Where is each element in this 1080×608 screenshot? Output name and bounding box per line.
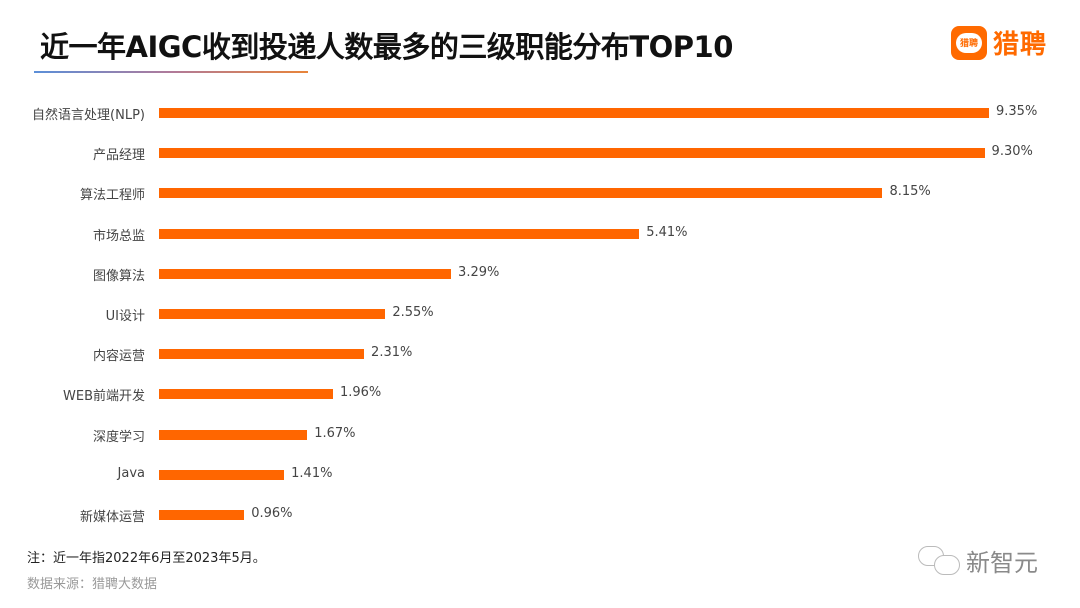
footnote: 注：近一年指2022年6月至2023年5月。	[27, 551, 266, 566]
category-label: WEB前端开发	[63, 389, 145, 405]
value-label: 8.15%	[889, 184, 931, 200]
bar-row: 图像算法 3.29%	[0, 264, 1080, 284]
bar-row: Java 1.41%	[0, 465, 1080, 485]
speech-bubble-icon: 猎聘	[951, 25, 987, 60]
bar	[159, 108, 989, 118]
logo-badge-text: 猎聘	[956, 32, 982, 53]
bar	[159, 148, 985, 159]
value-label: 5.41%	[646, 224, 688, 240]
value-label: 9.35%	[996, 104, 1038, 119]
category-label: Java	[117, 465, 145, 481]
category-label: 产品经理	[92, 148, 145, 164]
bar-row: 算法工程师 8.15%	[0, 183, 1080, 203]
value-label: 2.55%	[392, 305, 434, 320]
bar	[159, 510, 245, 520]
data-source: 数据来源：猎聘大数据	[27, 577, 158, 592]
category-label: 图像算法	[92, 268, 145, 284]
bar-row: 产品经理 9.30%	[0, 143, 1080, 163]
bar	[159, 188, 883, 199]
category-label: 自然语言处理(NLP)	[32, 108, 145, 123]
bar	[159, 389, 333, 400]
category-label: 内容运营	[92, 349, 145, 365]
bar-row: 市场总监 5.41%	[0, 224, 1080, 244]
bar-row: WEB前端开发 1.96%	[0, 384, 1080, 404]
bar-row: UI设计 2.55%	[0, 304, 1080, 324]
category-label: 深度学习	[92, 429, 145, 445]
category-label: 算法工程师	[79, 188, 145, 204]
bar-row: 内容运营 2.31%	[0, 344, 1080, 364]
bar	[159, 309, 386, 319]
watermark-text: 新智元	[966, 549, 1038, 577]
watermark: 新智元	[918, 543, 1038, 578]
bar	[159, 469, 285, 480]
value-label: 2.31%	[371, 345, 413, 361]
value-label: 1.67%	[314, 425, 356, 441]
bar	[159, 349, 365, 360]
bar-row: 新媒体运营 0.96%	[0, 505, 1080, 525]
wechat-icon	[918, 544, 962, 578]
bar	[159, 228, 640, 239]
bar-row: 深度学习 1.67%	[0, 425, 1080, 445]
category-label: 新媒体运营	[79, 510, 145, 525]
bar-row: 自然语言处理(NLP) 9.35%	[0, 103, 1080, 123]
value-label: 9.30%	[991, 144, 1033, 160]
bar	[159, 429, 308, 440]
chart-title: 近一年AIGC收到投递人数最多的三级职能分布TOP10	[40, 30, 733, 64]
logo-text: 猎聘	[993, 30, 1048, 60]
liepin-logo: 猎聘 猎聘	[951, 24, 1047, 61]
bar	[159, 268, 452, 279]
value-label: 3.29%	[458, 264, 500, 280]
value-label: 0.96%	[251, 506, 293, 521]
title-underline	[34, 71, 308, 73]
category-label: UI设计	[105, 309, 145, 324]
value-label: 1.96%	[339, 385, 382, 401]
category-label: 市场总监	[92, 228, 145, 244]
value-label: 1.41%	[291, 465, 333, 481]
